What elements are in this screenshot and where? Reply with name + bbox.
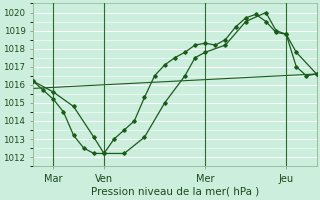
X-axis label: Pression niveau de la mer( hPa ): Pression niveau de la mer( hPa )	[91, 187, 259, 197]
